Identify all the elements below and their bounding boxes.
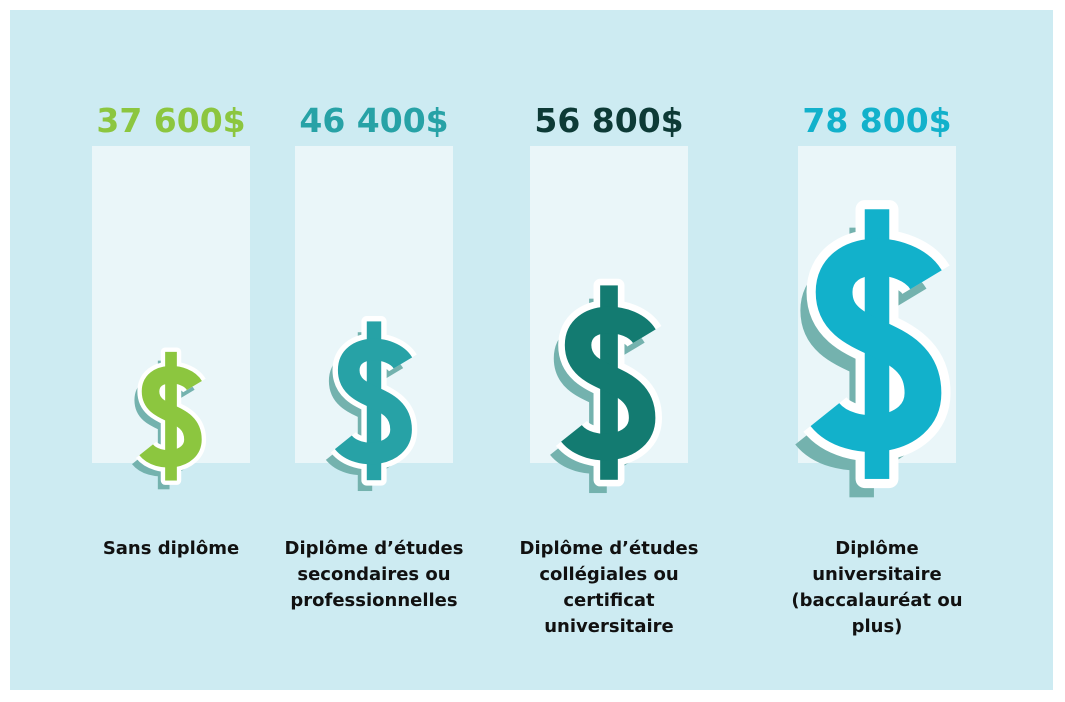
- dollar-s: [561, 306, 656, 461]
- category-label: Diplôme universitaire (baccalauréat ou p…: [791, 538, 963, 637]
- dollar-s: [810, 238, 942, 452]
- category-label: Diplôme d’études secondaires ou professi…: [284, 538, 464, 611]
- value-label: 78 800$: [802, 101, 951, 140]
- category-label: Diplôme d’études collégiales ou certific…: [519, 538, 699, 637]
- value-label: 56 800$: [534, 101, 683, 140]
- dollar-sign: [550, 278, 663, 494]
- value-label: 37 600$: [96, 101, 245, 140]
- category-label: Sans diplôme: [102, 538, 240, 559]
- dollar-sign: [795, 200, 951, 498]
- dollar-s: [139, 365, 202, 468]
- value-label: 46 400$: [299, 101, 448, 140]
- dollar-sign: [325, 315, 418, 492]
- dollar-s: [334, 338, 413, 465]
- dollar-sign: [131, 347, 207, 490]
